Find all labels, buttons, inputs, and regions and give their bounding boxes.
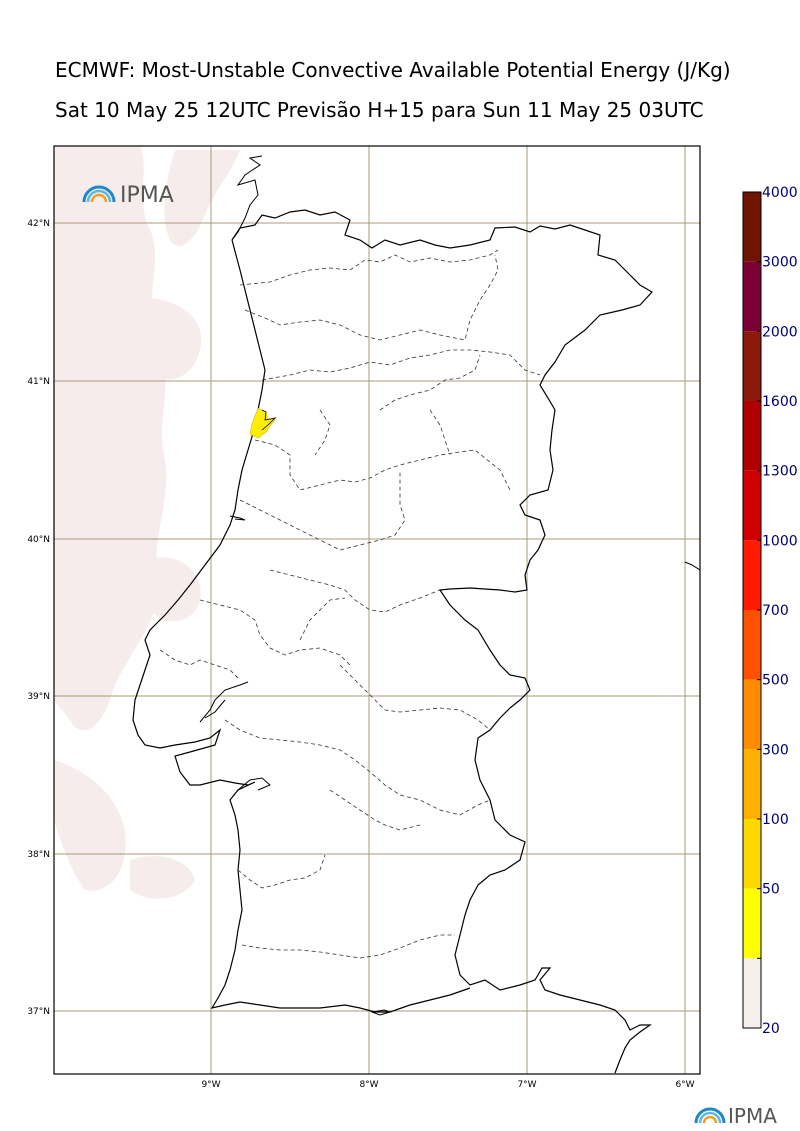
colorbar-label: 100 [762,812,789,828]
colorbar-segment [743,540,761,610]
colorbar-segment [743,679,761,750]
colorbar-segment [743,819,761,889]
colorbar-label: 20 [762,1021,780,1037]
colorbar-label: 2000 [762,324,798,340]
ipma-logo-icon [694,1107,726,1124]
map-frame [53,145,701,1075]
lat-label: 37°N [27,1007,50,1017]
tagus-estuary [199,681,249,723]
colorbar-label: 4000 [762,185,798,201]
graticule [54,146,700,1074]
mondego-estuary [229,515,246,521]
colorbar-segment [743,401,761,471]
colorbar-label: 700 [762,603,789,619]
colorbar-segment [743,331,761,401]
longitude-labels: 9°W 8°W 7°W 6°W [201,1080,694,1090]
chart-subtitle: Sat 10 May 25 12UTC Previsão H+15 para S… [55,98,704,122]
lat-label: 39°N [27,692,50,702]
portugal-coastline [231,209,653,1074]
lon-label: 9°W [201,1080,220,1090]
chart-title: ECMWF: Most-Unstable Convective Availabl… [55,58,731,82]
lat-label: 38°N [27,850,50,860]
ipma-logo-text: IPMA [728,1104,777,1128]
colorbar-segment [743,888,761,959]
low-cape-area [54,146,240,899]
lon-label: 7°W [517,1080,536,1090]
colorbar-label: 1300 [762,464,798,480]
lat-label: 42°N [27,219,50,229]
ipma-logo: IPMA [82,183,174,208]
colorbar-segment [743,749,761,819]
minho-estuary [231,155,263,241]
district-boundaries [159,249,541,959]
colorbar-label: 300 [762,742,789,758]
colorbar-segment [743,610,761,680]
sado-estuary [237,777,271,791]
lat-label: 41°N [27,377,50,387]
colorbar-label: 3000 [762,255,798,271]
ipma-logo-icon [82,185,116,203]
cape-patch-outline [261,409,277,431]
portugal-west-coast [132,239,471,1013]
colorbar-label: 1000 [762,533,798,549]
lon-label: 6°W [675,1080,694,1090]
ipma-logo-bottom: IPMA [694,1104,777,1128]
colorbar-label: 1600 [762,394,798,410]
lon-label: 8°W [359,1080,378,1090]
colorbar-label: 50 [762,882,780,898]
colorbar-segment [743,192,761,262]
colorbar: 4000 3000 2000 1600 1300 1000 700 500 300 100 50 20 [742,185,798,1037]
colorbar-segment [743,958,761,1028]
latitude-labels: 42°N 41°N 40°N 39°N 38°N 37°N [27,219,50,1017]
colorbar-segment [743,261,761,332]
colorbar-segment [743,470,761,541]
ipma-logo-text: IPMA [120,183,174,208]
east-border-stub [684,561,700,571]
cape-high-patch [249,407,277,439]
ria-formosa [370,1009,392,1016]
colorbar-label: 500 [762,673,789,689]
lat-label: 40°N [27,535,50,545]
